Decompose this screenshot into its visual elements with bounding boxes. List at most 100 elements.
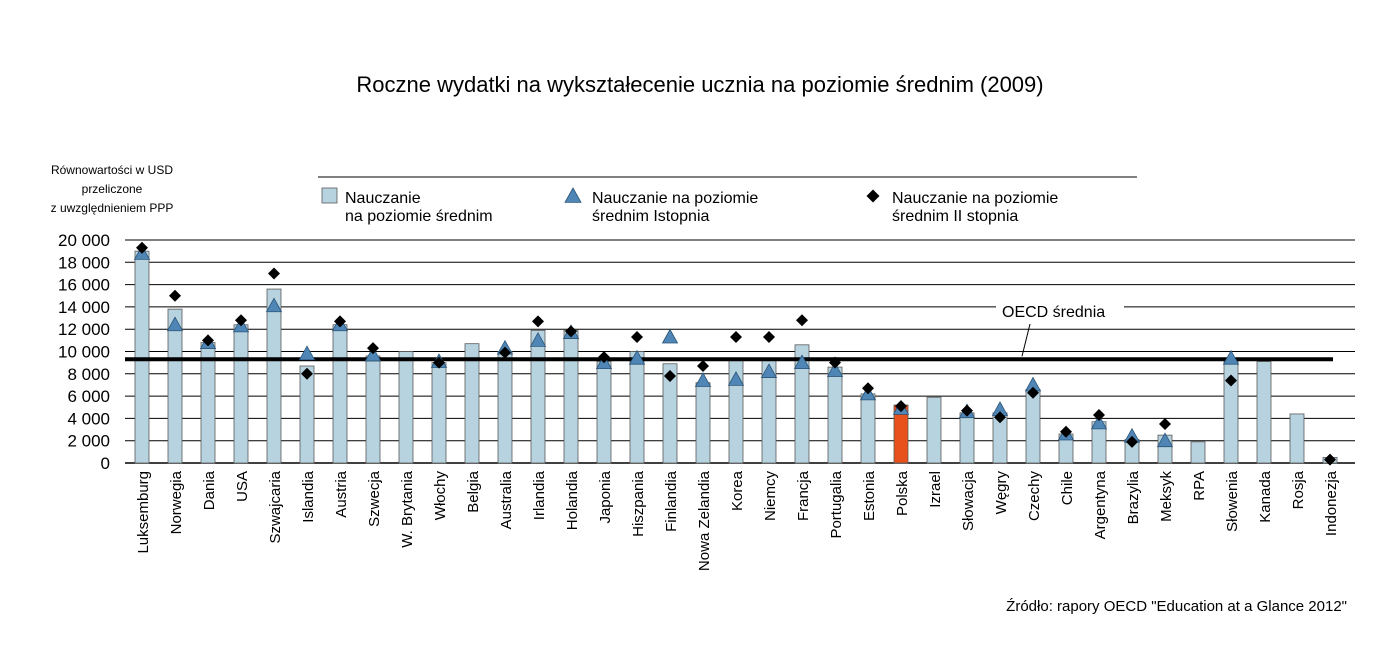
- y-tick-label: 14 000: [58, 298, 110, 317]
- source-note: Źródło: rapory OECD "Education at a Glan…: [1006, 598, 1347, 615]
- category-label: Indonezja: [1323, 470, 1340, 536]
- category-label: Włochy: [432, 471, 449, 521]
- chart-title: Roczne wydatki na wykształecenie ucznia …: [356, 72, 1043, 97]
- diamond-marker: [796, 314, 808, 327]
- diamond-marker: [235, 314, 247, 327]
- x-axis-labels: Luksemburg Norwegia Dania USA Szwajcaria Isla…: [135, 470, 1340, 571]
- y-tick-label: 2 000: [67, 432, 110, 451]
- bar: [365, 355, 381, 464]
- bar: [1289, 413, 1305, 464]
- triangle-marker: [793, 354, 811, 370]
- y-axis-label-line-3: z uwzględnieniem PPP: [51, 201, 174, 215]
- bar: [398, 351, 414, 464]
- category-label: Korea: [729, 470, 746, 511]
- diamond-marker: [961, 404, 973, 417]
- diamond-marker: [829, 356, 841, 369]
- y-tick-label: 4 000: [67, 409, 110, 428]
- category-label: Brazylia: [1125, 470, 1142, 524]
- category-label: W. Brytania: [399, 470, 416, 547]
- category-label: Luksemburg: [135, 471, 152, 554]
- triangle-marker: [298, 345, 316, 361]
- diamond-marker: [994, 411, 1006, 424]
- bar: [596, 361, 612, 464]
- diamond-marker: [169, 289, 181, 302]
- triangle-marker: [166, 316, 184, 332]
- category-label: RPA: [1191, 471, 1208, 501]
- triangle-marker: [1090, 414, 1108, 430]
- legend-label: Nauczanie na poziomie: [892, 190, 1058, 207]
- category-label: Belgia: [465, 470, 482, 512]
- diamond-marker: [565, 325, 577, 338]
- bar: [662, 363, 678, 464]
- triangle-marker: [661, 328, 679, 344]
- legend-label: średnim II stopnia: [892, 208, 1018, 225]
- category-label: Japonia: [597, 470, 614, 523]
- diamond-marker: [367, 342, 379, 355]
- triangle-marker: [1156, 432, 1174, 448]
- y-tick-label: 12 000: [58, 320, 110, 339]
- bar: [530, 329, 546, 464]
- diamond-marker: [1060, 425, 1072, 438]
- category-label: Nowa Zelandia: [696, 470, 713, 571]
- category-label: Czechy: [1026, 471, 1043, 522]
- category-label: Dania: [201, 470, 218, 510]
- legend-label: średnim Istopnia: [592, 208, 709, 225]
- category-label: Izrael: [927, 471, 944, 508]
- triangle-marker: [1222, 349, 1240, 365]
- category-label: Polska: [894, 470, 911, 516]
- category-label: Słowenia: [1224, 470, 1241, 532]
- bars: [134, 250, 1338, 464]
- diamond-marker: [664, 370, 676, 383]
- diamond-marker: [895, 400, 907, 413]
- oecd-average-line: OECD średnia: [125, 300, 1333, 362]
- diamond-marker: [1126, 435, 1138, 448]
- bar: [431, 362, 447, 464]
- y-axis-label: Równowartości w USD przeliczone z uwzglę…: [51, 163, 174, 215]
- legend-label: Nauczanie na poziomie: [592, 190, 758, 207]
- diamond-marker: [631, 331, 643, 344]
- y-axis-ticks: 0 2 000 4 000 6 000 8 000 10 000 12 000 14 000 1…: [58, 231, 110, 473]
- category-label: Rosja: [1290, 470, 1307, 509]
- diamond-marker: [763, 331, 775, 344]
- diamond-marker: [1324, 453, 1336, 466]
- diamond-marker: [532, 315, 544, 328]
- diamond-marker: [1027, 386, 1039, 399]
- y-tick-label: 10 000: [58, 343, 110, 362]
- bar: [266, 288, 282, 464]
- bar: [860, 393, 876, 464]
- category-label: Norwegia: [168, 470, 185, 534]
- bar: [794, 344, 810, 464]
- category-label: Meksyk: [1158, 471, 1175, 522]
- category-label: Chile: [1059, 471, 1076, 505]
- diamond-marker: [1093, 409, 1105, 422]
- bar: [563, 329, 579, 464]
- category-label: USA: [234, 471, 251, 502]
- oecd-average-label-bg: [996, 300, 1124, 322]
- category-label: Szwecja: [366, 470, 383, 527]
- category-label: Islandia: [300, 470, 317, 522]
- diamond-marker: [136, 241, 148, 254]
- triangle-marker: [628, 349, 646, 365]
- category-label: Węgry: [993, 471, 1010, 515]
- diamond-marker: [334, 315, 346, 328]
- oecd-average-leader: [1021, 323, 1031, 357]
- markers: [133, 241, 1336, 466]
- diamond-marker: [301, 367, 313, 380]
- category-label: Szwajcaria: [267, 470, 284, 543]
- y-axis-label-line-1: Równowartości w USD: [51, 163, 173, 177]
- legend-diamond-swatch: [866, 189, 880, 203]
- bar: [1190, 441, 1206, 464]
- category-label: Hiszpania: [630, 470, 647, 537]
- y-tick-label: 8 000: [67, 365, 110, 384]
- y-tick-label: 6 000: [67, 387, 110, 406]
- triangle-marker: [694, 372, 712, 387]
- bar: [332, 324, 348, 464]
- triangle-marker: [529, 332, 547, 347]
- legend-label: na poziomie średnim: [345, 208, 493, 225]
- diamond-marker: [1225, 374, 1237, 387]
- bar: [299, 365, 315, 464]
- bar: [233, 324, 249, 464]
- y-tick-label: 18 000: [58, 253, 110, 272]
- bar: [167, 308, 183, 464]
